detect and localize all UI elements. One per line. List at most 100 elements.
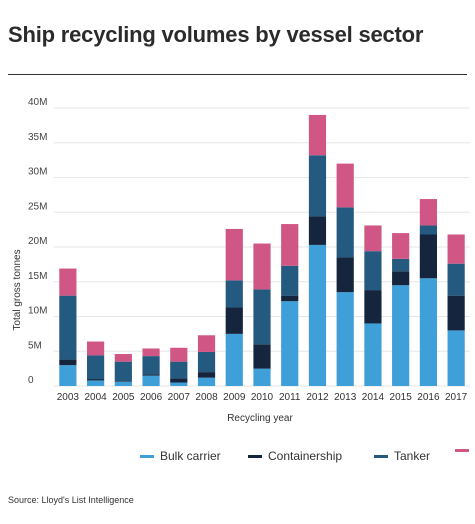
x-tick-label: 2009 [223,392,246,403]
bar-containership-2003 [59,359,77,366]
bars [59,114,465,386]
x-tick-label: 2015 [390,392,413,403]
legend-label-bulk: Bulk carrier [160,449,221,463]
legend: Bulk carrier Containership Tanker [0,449,475,469]
x-tick-label: 2006 [140,392,163,403]
bar-containership-2017 [447,295,465,331]
x-tick-label: 2011 [279,392,301,403]
legend-item-containership: Containership [248,449,342,463]
x-tick-label: 2017 [445,392,468,403]
bar-other-2008 [197,335,216,352]
legend-label-containership: Containership [268,449,343,463]
bar-tanker-2014 [364,251,382,291]
legend-item-other [455,449,475,452]
bar-other-2005 [114,354,132,362]
bar-other-2011 [281,224,299,266]
bar-bulk-carrier-2003 [59,365,77,386]
x-tick-labels: 2003 2004 2005 2006 2007 2008 2009 2010 2011 2012… [57,392,468,403]
bar-tanker-2005 [114,361,132,382]
x-tick-label: 2007 [168,392,191,403]
legend-label-tanker: Tanker [394,449,431,463]
bar-bulk-carrier-2010 [253,368,271,386]
bar-tanker-2011 [281,265,299,296]
bar-tanker-2003 [59,295,77,360]
bar-tanker-2013 [336,207,354,258]
bar-other-2009 [225,228,243,281]
bar-bulk-carrier-2016 [419,278,437,386]
bar-other-2003 [59,268,77,296]
y-tick-label: 15M [28,271,47,282]
bar-other-2006 [142,348,160,357]
x-tick-label: 2004 [84,392,107,403]
bar-tanker-2016 [419,225,437,235]
bar-containership-2008 [197,372,216,378]
legend-swatch-bulk [140,454,154,458]
bar-other-2012 [308,114,327,156]
bar-bulk-carrier-2004 [87,380,105,386]
x-tick-label: 2014 [362,392,385,403]
bar-containership-2005 [114,381,132,382]
bar-tanker-2017 [447,263,465,296]
bar-containership-2016 [419,234,437,279]
bar-tanker-2007 [170,361,188,379]
bar-other-2017 [447,234,465,264]
bar-other-2014 [364,225,382,252]
bar-containership-2011 [281,295,299,302]
bar-bulk-carrier-2006 [142,375,160,386]
bar-containership-2014 [364,290,382,324]
bar-containership-2015 [392,271,410,286]
legend-swatch-other [455,449,469,452]
bar-containership-2012 [308,216,327,245]
bar-bulk-carrier-2005 [114,381,132,386]
bar-bulk-carrier-2012 [308,244,327,386]
x-tick-label: 2008 [195,392,218,403]
bar-containership-2006 [142,374,160,376]
y-tick-labels: 0 5M 10M 15M 20M 25M 30M 35M 40M [28,97,47,386]
bar-bulk-carrier-2007 [170,382,188,386]
y-tick-label: 25M [28,201,47,212]
x-axis-label: Recycling year [227,413,293,424]
bar-containership-2004 [87,379,105,381]
bar-other-2016 [419,199,437,226]
bar-containership-2009 [225,307,243,334]
legend-item-bulk-carrier: Bulk carrier [140,449,221,463]
x-tick-label: 2012 [306,392,329,403]
x-tick-label: 2005 [112,392,135,403]
bar-tanker-2010 [253,289,271,345]
x-tick-label: 2010 [251,392,274,403]
bar-bulk-carrier-2011 [281,301,299,386]
legend-swatch-container [248,454,262,458]
bar-containership-2013 [336,257,354,293]
bar-bulk-carrier-2009 [225,333,243,386]
y-tick-label: 35M [28,132,47,143]
bar-other-2010 [253,243,271,290]
bar-containership-2010 [253,344,271,369]
bar-tanker-2015 [392,258,410,272]
y-axis-label: Total gross tonnes [12,249,23,330]
chart-title: Ship recycling volumes by vessel sector [8,22,424,47]
x-tick-label: 2003 [57,392,80,403]
bar-bulk-carrier-2008 [197,377,216,386]
bar-other-2007 [170,347,188,362]
bar-tanker-2012 [308,155,327,217]
y-tick-label: 40M [28,97,47,108]
y-tick-label: 20M [28,236,47,247]
title-divider [8,74,467,75]
y-tick-label: 0 [28,375,34,386]
bar-tanker-2009 [225,280,243,308]
bar-other-2015 [392,233,410,259]
bar-other-2004 [87,341,105,356]
bar-bulk-carrier-2015 [392,285,410,386]
legend-item-tanker: Tanker [374,449,430,463]
source-note: Source: Lloyd's List Intelligence [8,495,134,505]
bar-containership-2007 [170,378,188,383]
y-tick-label: 30M [28,167,47,178]
bar-bulk-carrier-2017 [447,330,465,386]
x-tick-label: 2016 [417,392,440,403]
bar-bulk-carrier-2014 [364,323,382,386]
bar-bulk-carrier-2013 [336,292,354,386]
bar-other-2013 [336,163,354,208]
bar-tanker-2006 [142,356,160,375]
legend-swatch-tanker [374,454,388,458]
